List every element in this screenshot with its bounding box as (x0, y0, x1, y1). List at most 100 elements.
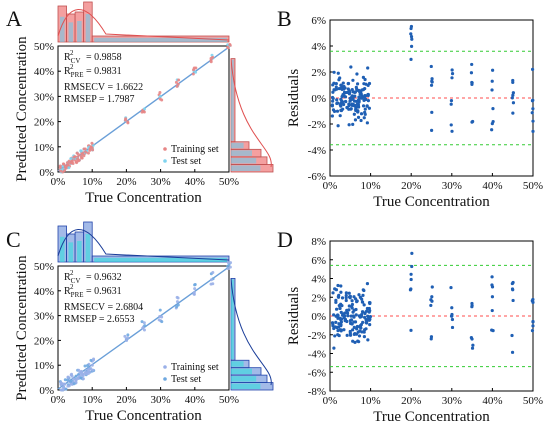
residual-point (341, 102, 346, 107)
residual-point (340, 313, 345, 317)
data-point (123, 334, 127, 338)
data-point (158, 94, 162, 98)
residual-point (347, 103, 351, 108)
data-point (89, 145, 93, 149)
residual-point (347, 304, 351, 308)
residual-point (511, 298, 515, 303)
right-hist-bar-test (231, 59, 234, 141)
top-hist-bar-test (60, 236, 65, 262)
residual-point (362, 82, 366, 86)
residual-point (450, 72, 455, 76)
data-point (176, 82, 180, 86)
y-axis-label: Residuals (286, 287, 302, 345)
residual-point (365, 319, 369, 324)
residual-point (338, 114, 342, 118)
residual-point (365, 104, 369, 108)
stat-rmsep: RMSEP = 2.6553 (64, 314, 135, 325)
data-point (77, 158, 81, 162)
residual-point (364, 309, 369, 313)
legend-test: Test set (171, 374, 201, 385)
residual-point (362, 288, 366, 293)
data-point (86, 363, 90, 367)
residual-point (330, 114, 334, 118)
residual-point (335, 98, 339, 102)
data-point (143, 107, 147, 111)
stat-rmsecv: RMSECV = 2.6804 (64, 302, 143, 313)
residual-point (351, 78, 355, 82)
data-point (126, 333, 130, 337)
residual-point (341, 81, 345, 85)
residual-point (449, 102, 453, 106)
residual-point (344, 296, 348, 300)
y-axis-label: Predicted Concentration (14, 255, 30, 401)
residual-point (334, 320, 338, 324)
residual-point (365, 282, 370, 286)
y-tick-label: 50% (34, 261, 54, 273)
residual-point (357, 95, 361, 99)
x-axis-label: True Concentration (85, 408, 202, 424)
data-point (72, 155, 76, 159)
residual-point (511, 280, 515, 285)
residual-point (356, 109, 360, 113)
residual-point (345, 311, 350, 315)
data-point (211, 282, 215, 286)
residual-point (490, 122, 494, 126)
residual-point (331, 99, 335, 103)
residual-point (490, 79, 494, 83)
top-hist-bar-test (60, 16, 65, 42)
data-point (160, 320, 164, 324)
residual-point (510, 287, 515, 291)
data-point (79, 149, 83, 153)
residual-point (410, 251, 414, 255)
right-hist-bar-test (231, 150, 252, 156)
x-tick-label: 10% (361, 395, 381, 407)
data-point (90, 141, 94, 145)
y-axis-label: Predicted Concentration (14, 36, 30, 182)
residual-point (511, 111, 515, 115)
data-point (192, 292, 196, 296)
residual-point (368, 315, 373, 319)
x-tick-label: 30% (151, 394, 171, 406)
data-point (142, 321, 146, 325)
residual-point (367, 106, 371, 110)
data-point (76, 376, 80, 380)
stat-value: = 0.9631 (86, 286, 122, 297)
top-hist-bar-test (85, 14, 91, 42)
residual-point (353, 332, 357, 336)
data-point (89, 358, 93, 362)
x-tick-label: 10% (361, 180, 381, 192)
residual-point (408, 288, 413, 292)
residual-point (355, 102, 359, 106)
residual-point (511, 80, 515, 85)
panel-a-letter: A (6, 6, 22, 31)
residual-point (471, 119, 475, 124)
residual-point (361, 320, 365, 324)
residual-point (334, 307, 339, 311)
stat-value: = 0.9858 (86, 52, 122, 63)
legend-marker-training (163, 147, 167, 151)
y-tick-label: 2% (311, 67, 326, 79)
residual-point (336, 71, 340, 75)
residual-point (409, 26, 413, 31)
data-point (211, 270, 215, 274)
x-tick-label: 40% (482, 395, 502, 407)
residual-point (352, 325, 356, 329)
residual-point (334, 300, 338, 304)
right-hist-bar-test (231, 383, 261, 389)
residual-point (337, 322, 341, 326)
top-hist-bar-test (94, 37, 227, 42)
residual-point (360, 96, 364, 100)
data-point (91, 148, 95, 152)
data-point (72, 382, 76, 386)
y-tick-label: 6% (311, 15, 326, 27)
data-point (141, 109, 145, 113)
x-tick-label: 20% (401, 395, 421, 407)
y-tick-label: -4% (308, 349, 326, 361)
top-hist-bar-test (94, 257, 227, 262)
residual-point (450, 325, 455, 330)
residual-point (333, 334, 337, 338)
residual-point (340, 296, 345, 300)
residual-point (410, 264, 414, 269)
residual-point (349, 314, 353, 318)
residual-point (362, 303, 366, 307)
